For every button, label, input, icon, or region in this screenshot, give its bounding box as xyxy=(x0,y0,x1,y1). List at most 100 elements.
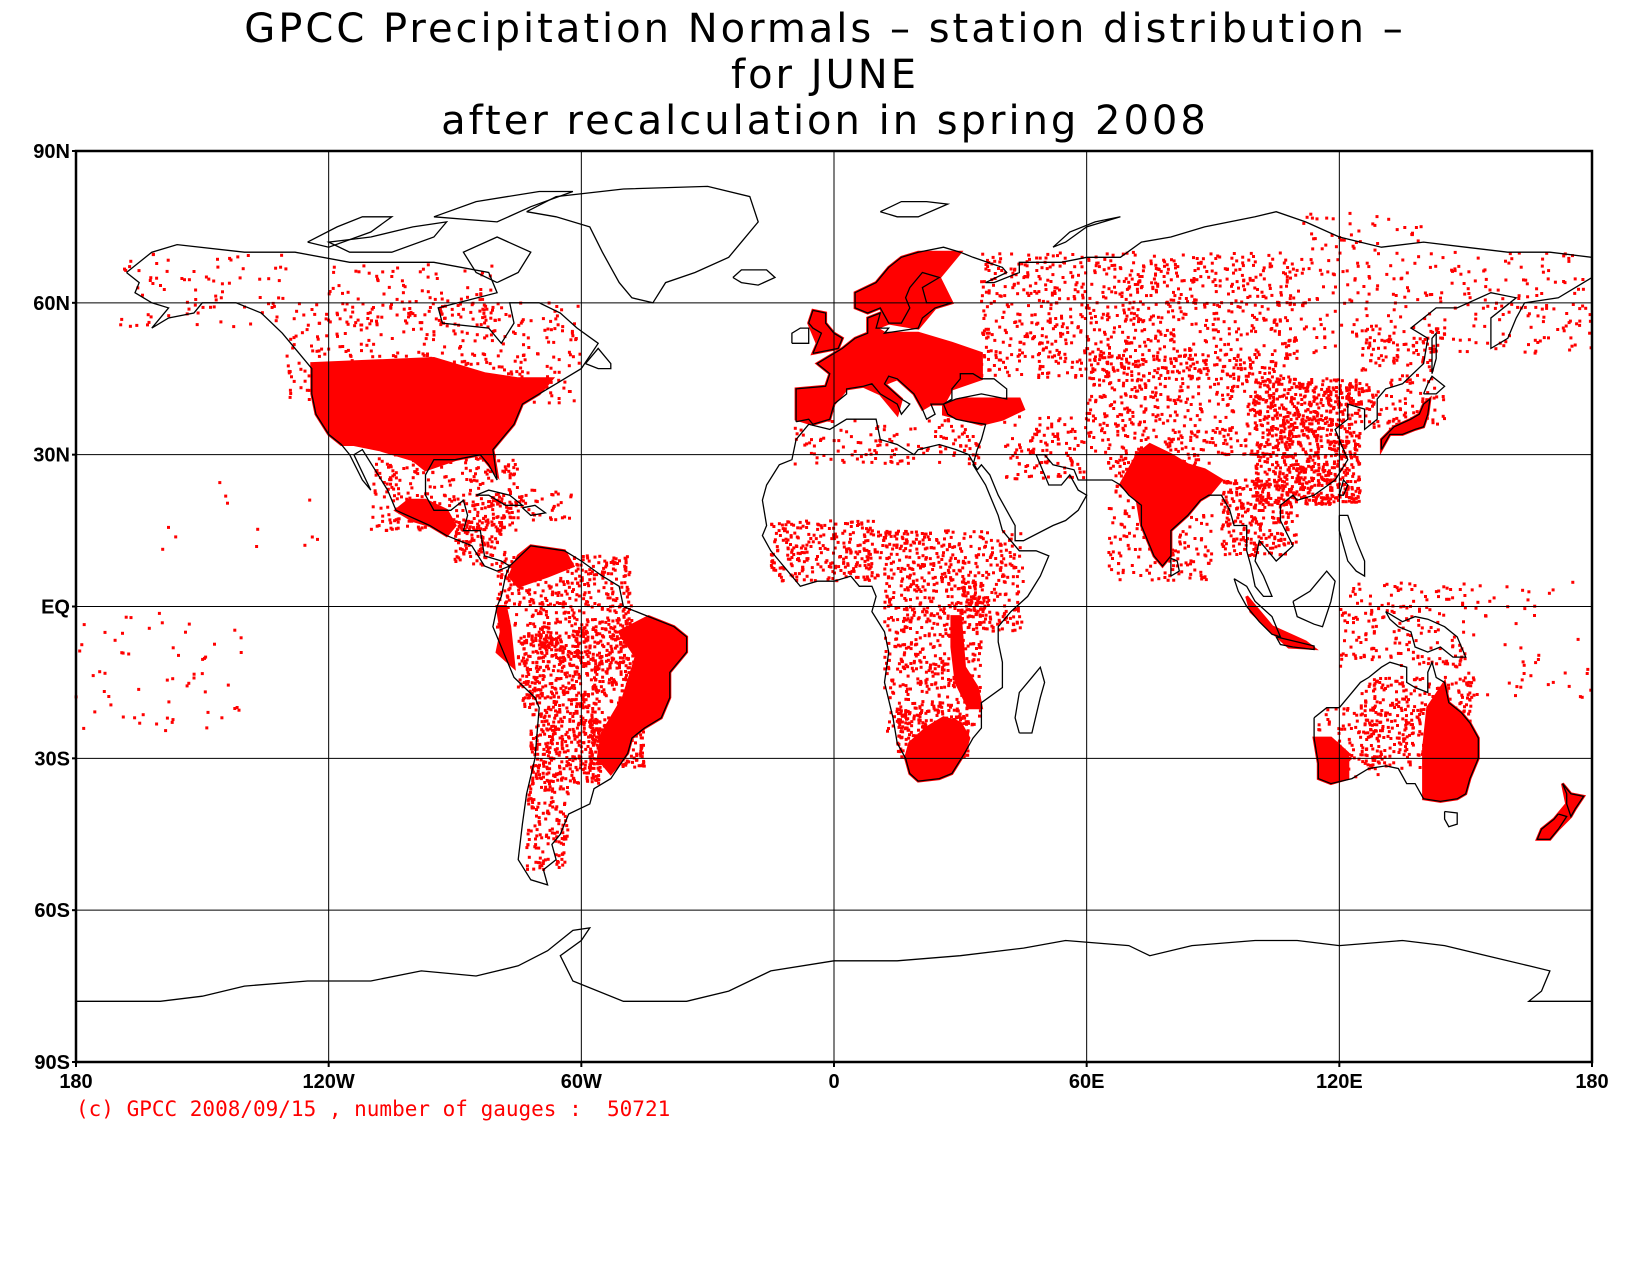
station-dot xyxy=(552,637,555,641)
station-dot xyxy=(551,692,554,696)
station-dot xyxy=(538,602,542,606)
station-dot xyxy=(983,596,987,600)
station-dot xyxy=(974,612,978,616)
station-dot xyxy=(454,530,458,534)
station-dot xyxy=(1121,252,1125,256)
station-dot xyxy=(971,581,975,585)
station-dot xyxy=(827,418,831,422)
station-dot xyxy=(519,498,523,502)
station-dot xyxy=(1124,348,1128,352)
station-dot xyxy=(951,749,954,753)
station-dot xyxy=(608,630,612,634)
station-dot xyxy=(873,449,877,453)
station-dot xyxy=(575,632,579,636)
station-dot xyxy=(359,328,363,332)
station-dot xyxy=(407,311,411,315)
station-dot xyxy=(381,303,385,307)
station-dot xyxy=(1215,363,1219,367)
station-dot xyxy=(505,509,509,513)
station-dot xyxy=(1087,257,1091,260)
station-dot xyxy=(183,278,186,282)
station-dot xyxy=(375,524,379,528)
station-dot xyxy=(375,402,379,405)
station-dot xyxy=(485,523,489,527)
station-dot xyxy=(271,301,275,305)
station-dot xyxy=(522,596,526,600)
station-dot xyxy=(1216,317,1220,321)
station-dot xyxy=(979,640,983,644)
station-dot xyxy=(1237,375,1241,379)
station-dot xyxy=(557,591,561,595)
station-dot xyxy=(579,759,583,763)
station-dot xyxy=(643,626,647,630)
station-dot xyxy=(1038,277,1042,281)
station-dot xyxy=(940,544,944,548)
station-dot xyxy=(1255,317,1259,321)
station-dot xyxy=(1179,310,1183,314)
station-dot xyxy=(506,464,510,468)
station-dot xyxy=(398,478,402,482)
station-dot xyxy=(595,761,599,765)
station-dot xyxy=(866,519,870,523)
station-dot xyxy=(618,656,622,660)
station-dot xyxy=(546,375,549,379)
station-dot xyxy=(547,771,551,775)
station-dot xyxy=(468,551,472,555)
station-dot xyxy=(581,716,585,720)
station-dot xyxy=(885,443,889,447)
station-dot xyxy=(340,398,344,402)
station-dot xyxy=(609,561,613,564)
station-dot xyxy=(996,622,1000,626)
station-dot xyxy=(608,665,612,669)
station-dot xyxy=(1214,290,1218,294)
station-dot xyxy=(576,723,580,727)
station-dot xyxy=(572,777,576,781)
station-dot xyxy=(963,716,967,720)
station-dot xyxy=(978,601,982,605)
station-dot xyxy=(1053,289,1057,293)
station-dot xyxy=(553,831,557,835)
station-dot xyxy=(502,553,506,557)
station-dot xyxy=(930,700,934,704)
station-dot xyxy=(402,467,406,470)
station-dot xyxy=(367,271,371,275)
station-dot xyxy=(967,607,971,611)
station-dot xyxy=(1150,281,1154,285)
station-dot xyxy=(471,500,475,504)
station-dot xyxy=(572,780,576,784)
station-dot xyxy=(628,570,632,574)
station-dot xyxy=(1128,273,1132,277)
station-dot xyxy=(1118,266,1122,270)
station-dot xyxy=(537,861,540,865)
station-dot xyxy=(580,702,584,706)
station-dot xyxy=(557,556,560,560)
station-dot xyxy=(1040,341,1044,345)
station-dot xyxy=(1123,311,1126,315)
station-dot xyxy=(1069,307,1073,311)
station-dot xyxy=(921,542,925,546)
station-dot xyxy=(1122,279,1126,283)
station-dot xyxy=(560,746,564,750)
station-dot xyxy=(801,565,805,569)
station-dot xyxy=(907,645,911,649)
station-dot xyxy=(917,755,921,759)
station-dot xyxy=(536,352,539,356)
station-dot xyxy=(618,756,622,760)
station-dot xyxy=(382,495,386,499)
station-dot xyxy=(497,592,501,596)
station-dot xyxy=(527,828,531,832)
station-dot xyxy=(549,328,553,332)
station-dot xyxy=(541,850,545,854)
station-dot xyxy=(855,457,859,461)
station-dot xyxy=(1248,276,1252,280)
station-dot xyxy=(883,572,887,576)
station-dot xyxy=(373,491,377,495)
station-dot xyxy=(549,636,553,640)
station-dot xyxy=(1072,334,1076,338)
station-dot xyxy=(562,750,566,754)
station-dot xyxy=(1136,282,1140,286)
station-dot xyxy=(510,379,514,383)
station-dot xyxy=(571,727,575,731)
station-dot xyxy=(632,645,636,648)
station-dot xyxy=(967,721,970,725)
